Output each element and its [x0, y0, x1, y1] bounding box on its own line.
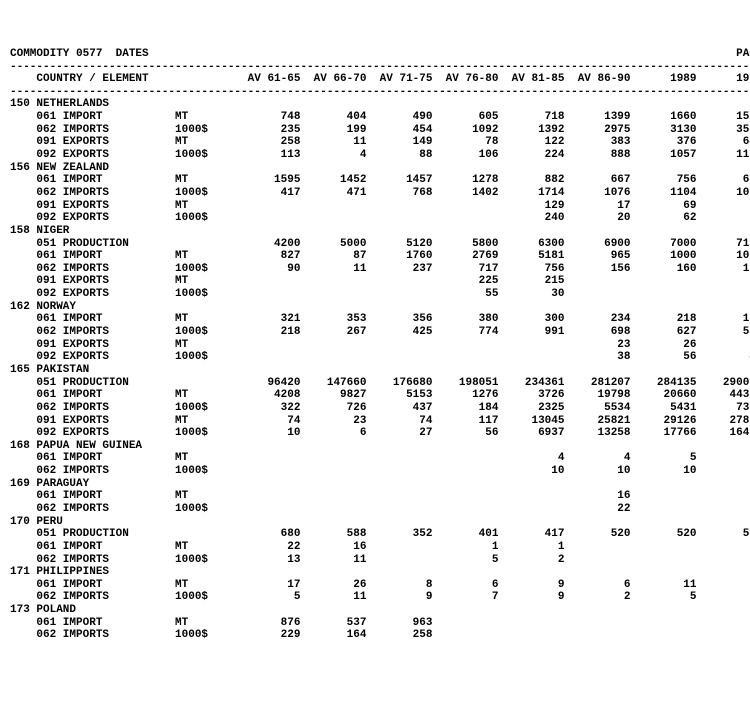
data-row: 061 IMPORT MT 4208 9827 5153 1276 3726 1… [10, 389, 740, 402]
data-row: 171 PHILIPPINES [10, 566, 740, 579]
data-row: 170 PERU [10, 516, 740, 529]
data-row: 061 IMPORT MT 4 4 5 5 [10, 452, 740, 465]
data-row: 092 EXPORTS 1000$ 55 30 [10, 288, 740, 301]
data-row: 061 IMPORT MT 17 26 8 6 9 6 11 10 [10, 579, 740, 592]
data-row: 062 IMPORTS 1000$ 229 164 258 [10, 629, 740, 642]
data-row: 158 NIGER [10, 225, 740, 238]
data-row: 062 IMPORTS 1000$ 22 [10, 503, 740, 516]
title-row: COMMODITY 0577 DATES PAGE [10, 48, 740, 61]
data-row: 168 PAPUA NEW GUINEA [10, 440, 740, 453]
data-row: 062 IMPORTS 1000$ 5 11 9 7 9 2 5 3 [10, 591, 740, 604]
report-table: COMMODITY 0577 DATES PAGE---------------… [10, 48, 740, 642]
data-row: 156 NEW ZEALAND [10, 162, 740, 175]
data-row: 062 IMPORTS 1000$ 10 10 10 10 [10, 465, 740, 478]
data-row: 165 PAKISTAN [10, 364, 740, 377]
data-row: 062 IMPORTS 1000$ 322 726 437 184 2325 5… [10, 402, 740, 415]
header-row: COUNTRY / ELEMENT AV 61-65 AV 66-70 AV 7… [10, 73, 740, 86]
data-row: 091 EXPORTS MT 129 17 69 8 [10, 200, 740, 213]
data-row: 051 PRODUCTION 96420 147660 176680 19805… [10, 377, 740, 390]
data-row: 091 EXPORTS MT 74 23 74 117 13045 25821 … [10, 415, 740, 428]
data-row: 150 NETHERLANDS [10, 98, 740, 111]
data-row: 061 IMPORT MT 22 16 1 1 [10, 541, 740, 554]
data-row: 061 IMPORT MT 1595 1452 1457 1278 882 66… [10, 174, 740, 187]
data-row: 091 EXPORTS MT 23 26 29 [10, 339, 740, 352]
data-row: 092 EXPORTS 1000$ 113 4 88 106 224 888 1… [10, 149, 740, 162]
data-row: 092 EXPORTS 1000$ 10 6 27 56 6937 13258 … [10, 427, 740, 440]
data-row: 062 IMPORTS 1000$ 13 11 5 2 [10, 554, 740, 567]
data-row: 061 IMPORT MT 16 [10, 490, 740, 503]
data-row: 169 PARAGUAY [10, 478, 740, 491]
data-row: 062 IMPORTS 1000$ 235 199 454 1092 1392 … [10, 124, 740, 137]
data-row: 092 EXPORTS 1000$ 240 20 62 19 [10, 212, 740, 225]
data-row: 062 IMPORTS 1000$ 90 11 237 717 756 156 … [10, 263, 740, 276]
data-row: 051 PRODUCTION 4200 5000 5120 5800 6300 … [10, 238, 740, 251]
data-row: 061 IMPORT MT 748 404 490 605 718 1399 1… [10, 111, 740, 124]
data-row: 061 IMPORT MT 827 87 1760 2769 5181 965 … [10, 250, 740, 263]
divider-row: ----------------------------------------… [10, 86, 740, 99]
data-row: 051 PRODUCTION 680 588 352 401 417 520 5… [10, 528, 740, 541]
data-row: 062 IMPORTS 1000$ 218 267 425 774 991 69… [10, 326, 740, 339]
data-row: 061 IMPORT MT 876 537 963 [10, 617, 740, 630]
data-row: 091 EXPORTS MT 225 215 [10, 275, 740, 288]
data-row: 062 IMPORTS 1000$ 417 471 768 1402 1714 … [10, 187, 740, 200]
data-row: 162 NORWAY [10, 301, 740, 314]
data-row: 061 IMPORT MT 321 353 356 380 300 234 21… [10, 313, 740, 326]
data-row: 091 EXPORTS MT 258 11 149 78 122 383 376… [10, 136, 740, 149]
data-row: 173 POLAND [10, 604, 740, 617]
data-row: 092 EXPORTS 1000$ 38 56 44 [10, 351, 740, 364]
divider-row: ----------------------------------------… [10, 61, 740, 74]
